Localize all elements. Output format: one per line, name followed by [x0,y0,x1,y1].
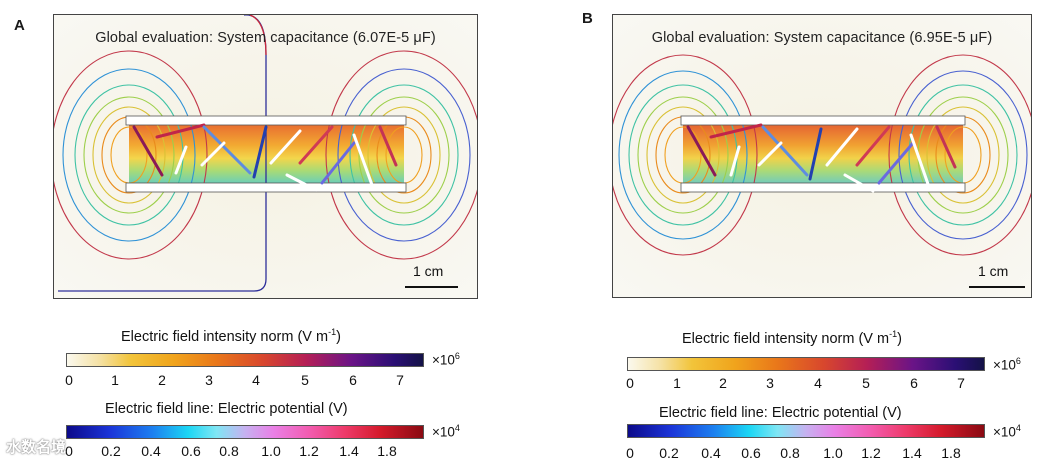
capacitance-title-a: Global evaluation: System capacitance (6… [95,30,436,46]
scale-label-a: 1 cm [413,263,444,279]
potential-tick: 1.0 [261,443,281,459]
field-tick: 0 [626,375,634,391]
capacitance-title-b: Global evaluation: System capacitance (6… [651,30,993,46]
potential-ticks-b: 0 0.2 0.4 0.6 0.8 1.0 1.2 1.4 1.8 [626,445,985,463]
field-colorbar-a [66,353,424,367]
potential-tick: 0.2 [659,445,679,461]
field-tick: 4 [814,375,822,391]
potential-tick: 1.4 [902,445,922,461]
panel-b-letter: B [582,10,593,27]
potential-tick: 0 [626,445,634,461]
potential-tick: 0 [65,443,73,459]
field-tick: 2 [719,375,727,391]
field-tick: 3 [766,375,774,391]
potential-multiplier-b: ×104 [993,423,1021,440]
potential-colorbar-title-a: Electric field line: Electric potential … [105,401,348,417]
field-ticks-a: 0 1 2 3 4 5 6 7 [65,372,424,390]
field-tick: 6 [910,375,918,391]
potential-tick: 0.6 [741,445,761,461]
potential-tick: 0.8 [219,443,239,459]
field-tick: 1 [111,372,119,388]
simulation-panel-a: Global evaluation: System capacitance (6… [53,14,478,299]
field-tick: 0 [65,372,73,388]
field-colorbar-title-a: Electric field intensity norm (V m-1) [121,327,341,345]
potential-multiplier-a: ×104 [432,423,460,440]
potential-tick: 0.8 [780,445,800,461]
field-plot-b [613,54,1031,288]
potential-colorbar-b [627,424,985,438]
potential-tick: 0.2 [101,443,121,459]
potential-tick: 1.0 [823,445,843,461]
field-tick: 1 [673,375,681,391]
potential-colorbar-title-b: Electric field line: Electric potential … [659,405,902,421]
panel-a-letter: A [14,17,25,34]
field-tick: 7 [957,375,965,391]
field-multiplier-b: ×106 [993,356,1021,373]
field-colorbar-b [627,357,985,371]
potential-tick: 1.4 [339,443,359,459]
potential-tick: 1.8 [377,443,397,459]
field-tick: 5 [862,375,870,391]
simulation-panel-b: Global evaluation: System capacitance (6… [612,14,1032,298]
field-ticks-b: 0 1 2 3 4 5 6 7 [626,375,985,393]
field-tick: 4 [252,372,260,388]
field-plot-a [54,15,477,292]
scale-label-b: 1 cm [978,263,1009,279]
potential-ticks-a: 0 0.2 0.4 0.6 0.8 1.0 1.2 1.4 1.8 [65,443,424,461]
field-tick: 2 [158,372,166,388]
field-multiplier-a: ×106 [432,351,460,368]
potential-tick: 0.6 [181,443,201,459]
potential-tick: 1.8 [941,445,961,461]
field-tick: 5 [301,372,309,388]
field-tick: 3 [205,372,213,388]
potential-colorbar-a [66,425,424,439]
field-colorbar-title-b: Electric field intensity norm (V m-1) [682,329,902,347]
field-tick: 7 [396,372,404,388]
watermark: 水数名境 [6,439,67,456]
field-tick: 6 [349,372,357,388]
potential-tick: 0.4 [141,443,161,459]
potential-tick: 1.2 [299,443,319,459]
potential-tick: 0.4 [701,445,721,461]
potential-tick: 1.2 [861,445,881,461]
